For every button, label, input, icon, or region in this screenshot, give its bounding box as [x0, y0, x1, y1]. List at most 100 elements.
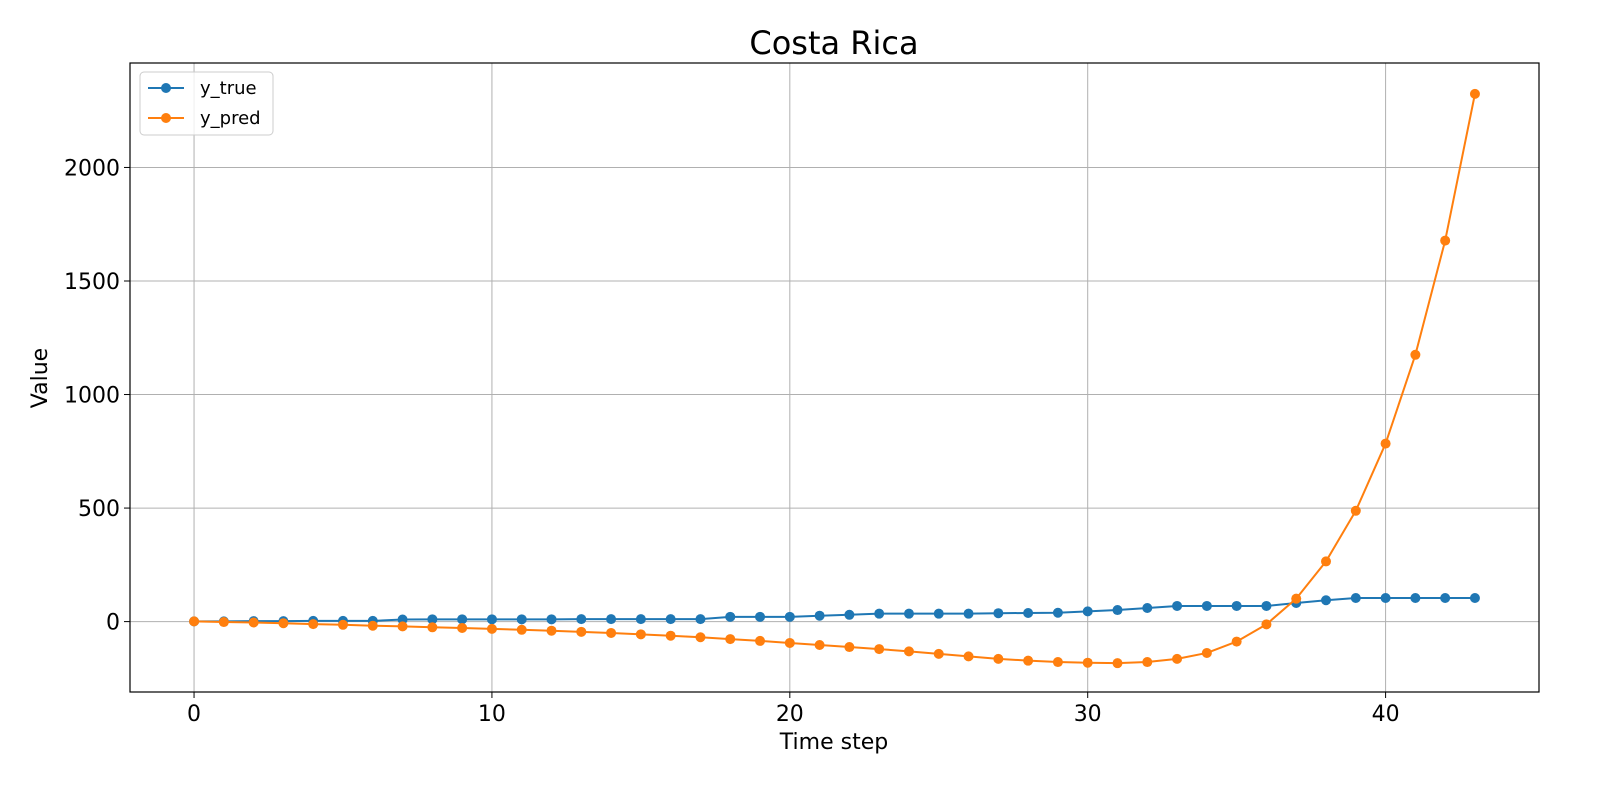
y-tick-label: 0 — [106, 611, 120, 636]
plot-frame — [129, 62, 1540, 693]
data-point-y-pred — [1380, 438, 1391, 449]
x-tick-label: 0 — [187, 702, 201, 727]
data-point-y-true — [814, 610, 825, 621]
data-point-y-pred — [903, 646, 914, 657]
data-point-y-pred — [755, 635, 766, 646]
data-point-y-true — [1172, 600, 1183, 611]
x-tick-label: 30 — [1074, 702, 1102, 727]
data-point-y-true — [874, 608, 885, 619]
data-point-y-pred — [1291, 593, 1302, 604]
data-point-y-pred — [1350, 505, 1361, 516]
data-point-y-true — [1023, 607, 1034, 618]
data-point-y-true — [1469, 592, 1480, 603]
data-point-y-pred — [189, 616, 200, 627]
data-point-y-pred — [784, 637, 795, 648]
legend-label-y-pred: y_pred — [200, 108, 261, 129]
data-point-y-pred — [1172, 653, 1183, 664]
data-point-y-true — [576, 614, 587, 625]
data-point-y-pred — [1142, 657, 1153, 668]
data-point-y-pred — [665, 630, 676, 641]
data-point-y-pred — [1082, 657, 1093, 668]
data-point-y-pred — [1052, 657, 1063, 668]
data-point-y-true — [427, 614, 438, 625]
legend-marker-y-pred — [161, 113, 171, 123]
data-point-y-true — [903, 608, 914, 619]
data-point-y-true — [1261, 600, 1272, 611]
x-tick-label: 40 — [1372, 702, 1400, 727]
data-point-y-pred — [1231, 636, 1242, 647]
data-point-y-pred — [1023, 655, 1034, 666]
data-point-y-true — [546, 614, 557, 625]
data-point-y-true — [1231, 600, 1242, 611]
data-point-y-true — [1350, 592, 1361, 603]
data-point-y-pred — [1469, 88, 1480, 99]
data-point-y-true — [1410, 592, 1421, 603]
data-point-y-true — [516, 614, 527, 625]
data-point-y-pred — [457, 622, 468, 633]
data-point-y-pred — [1261, 619, 1272, 630]
data-point-y-true — [1440, 592, 1451, 603]
data-point-y-true — [755, 611, 766, 622]
x-tick-label: 20 — [776, 702, 804, 727]
grid-lines — [130, 63, 1539, 692]
series-y-pred — [189, 88, 1480, 669]
data-point-y-true — [1321, 595, 1332, 606]
data-point-y-pred — [486, 623, 497, 634]
data-point-y-true — [993, 608, 1004, 619]
data-point-y-pred — [695, 632, 706, 643]
data-point-y-true — [963, 608, 974, 619]
data-point-y-true — [1380, 592, 1391, 603]
legend: y_true y_pred — [139, 71, 274, 136]
data-point-y-pred — [844, 642, 855, 653]
x-axis-label: Time step — [779, 730, 888, 755]
data-point-y-true — [695, 614, 706, 625]
data-point-y-true — [457, 614, 468, 625]
data-point-y-pred — [516, 624, 527, 635]
data-point-y-pred — [308, 619, 319, 630]
data-point-y-true — [486, 614, 497, 625]
data-point-y-pred — [1321, 556, 1332, 567]
data-point-y-true — [665, 614, 676, 625]
data-point-y-true — [606, 614, 617, 625]
data-point-y-pred — [725, 634, 736, 645]
data-point-y-pred — [1112, 658, 1123, 669]
x-tick-label: 10 — [478, 702, 506, 727]
chart-title: Costa Rica — [749, 24, 918, 62]
data-point-y-true — [635, 614, 646, 625]
data-point-y-pred — [278, 618, 289, 629]
data-point-y-pred — [635, 629, 646, 640]
data-point-y-pred — [1201, 647, 1212, 658]
data-point-y-pred — [993, 653, 1004, 664]
data-point-y-pred — [218, 617, 229, 628]
legend-marker-y-true — [161, 83, 171, 93]
data-point-y-true — [844, 609, 855, 620]
data-point-y-true — [1201, 600, 1212, 611]
data-point-y-pred — [397, 621, 408, 632]
series-layer — [189, 88, 1480, 669]
data-point-y-pred — [1440, 235, 1451, 246]
data-point-y-true — [1142, 602, 1153, 613]
data-point-y-pred — [933, 648, 944, 659]
data-point-y-pred — [337, 619, 348, 630]
data-point-y-true — [784, 611, 795, 622]
y-tick-label: 500 — [78, 497, 120, 522]
data-point-y-true — [1112, 605, 1123, 616]
y-axis-ticks: 0 500 1000 1500 2000 — [64, 156, 130, 636]
y-tick-label: 1500 — [64, 270, 120, 295]
data-point-y-pred — [1410, 349, 1421, 360]
data-point-y-pred — [576, 626, 587, 637]
data-point-y-true — [1082, 606, 1093, 617]
y-axis-label: Value — [28, 348, 53, 408]
data-point-y-pred — [874, 644, 885, 655]
data-point-y-true — [933, 608, 944, 619]
data-point-y-true — [1052, 607, 1063, 618]
legend-label-y-true: y_true — [200, 78, 257, 99]
data-point-y-true — [725, 611, 736, 622]
series-y-true — [189, 592, 1480, 627]
y-tick-label: 1000 — [64, 384, 120, 409]
y-tick-label: 2000 — [64, 156, 120, 181]
data-point-y-pred — [546, 625, 557, 636]
data-point-y-pred — [427, 622, 438, 633]
data-point-y-pred — [963, 651, 974, 662]
